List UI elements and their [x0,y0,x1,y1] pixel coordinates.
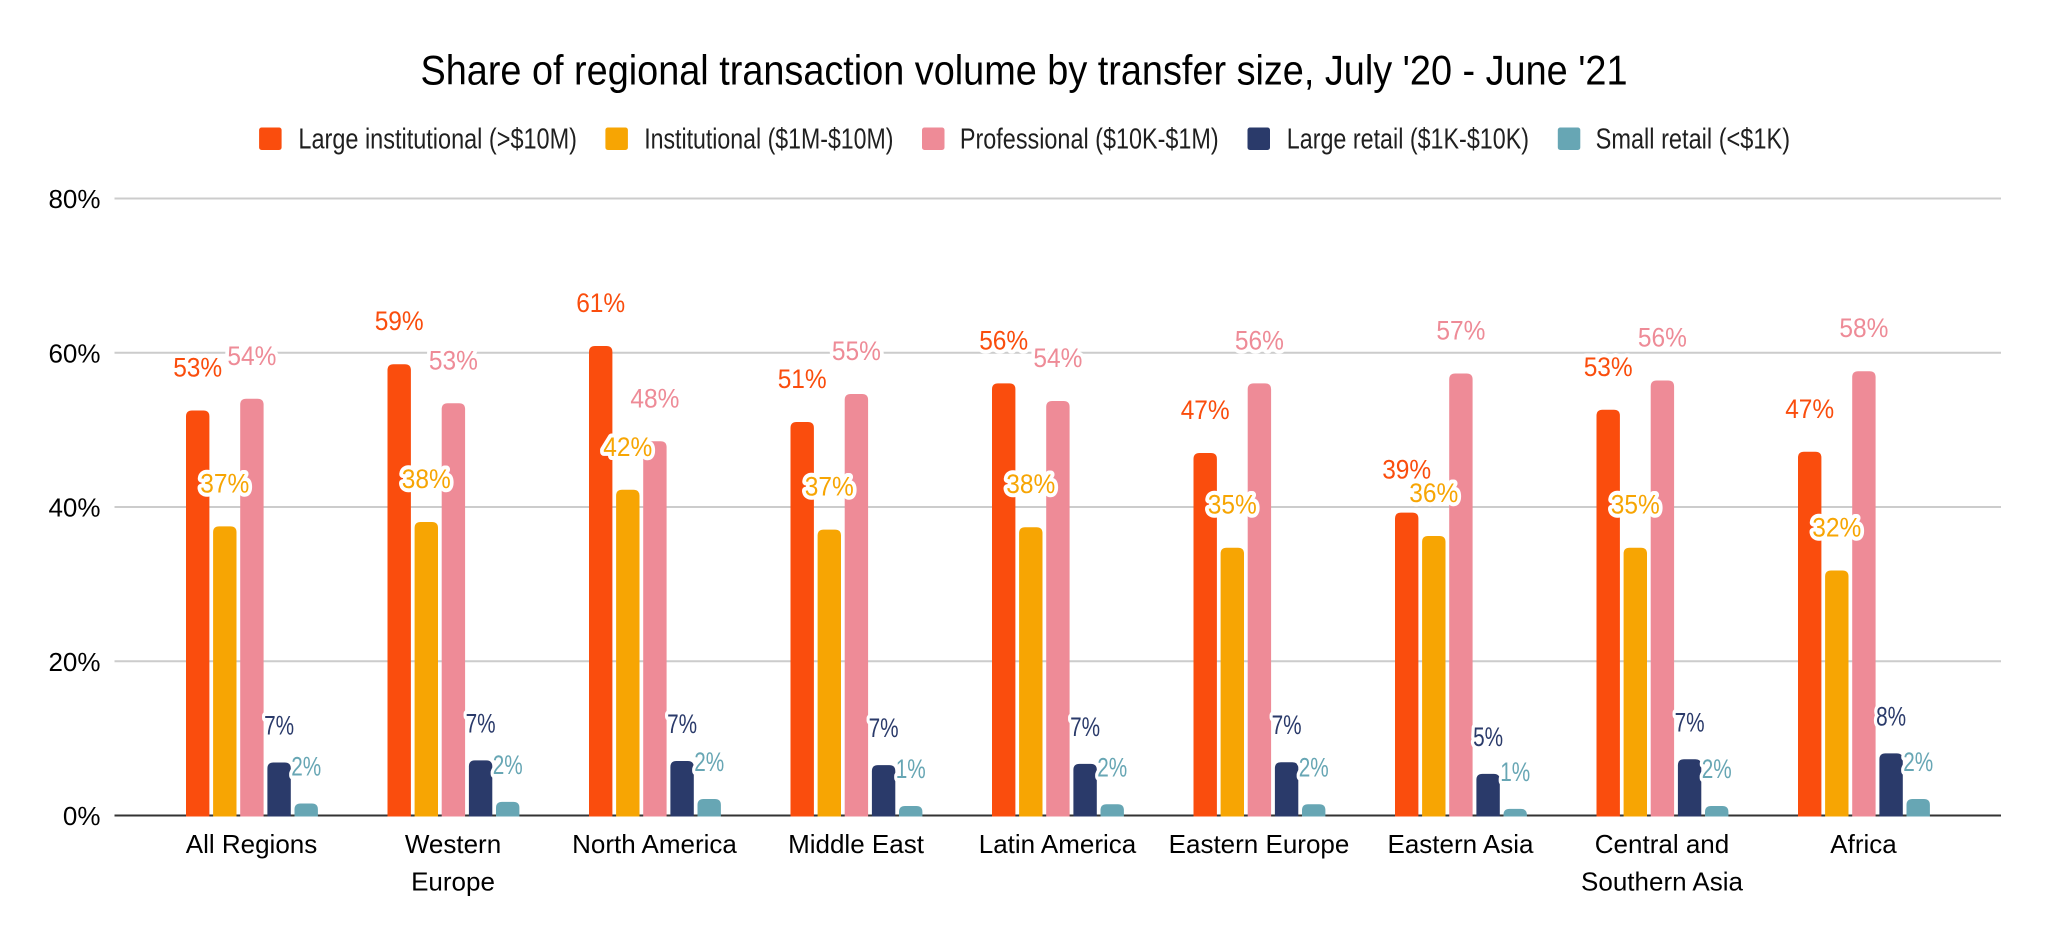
svg-text:48%: 48% [630,383,679,413]
svg-text:36%: 36% [1409,478,1458,508]
svg-text:47%: 47% [1181,395,1230,425]
svg-text:2%: 2% [1299,752,1329,782]
svg-text:38%: 38% [402,464,451,494]
svg-text:39%: 39% [1382,455,1431,485]
svg-text:53%: 53% [1584,352,1633,382]
svg-text:7%: 7% [1070,712,1100,742]
svg-text:2%: 2% [1097,752,1127,782]
svg-text:Central and: Central and [1595,829,1729,859]
svg-text:7%: 7% [869,713,899,743]
svg-text:2%: 2% [493,750,523,780]
svg-text:Latin America: Latin America [979,829,1137,859]
svg-text:Large institutional (>$10M): Large institutional (>$10M) [298,124,577,156]
svg-text:7%: 7% [1675,707,1705,737]
svg-text:56%: 56% [979,325,1028,355]
svg-text:Africa: Africa [1830,829,1897,859]
svg-text:32%: 32% [1812,513,1861,543]
svg-text:5%: 5% [1473,722,1503,752]
svg-text:2%: 2% [1903,747,1933,777]
svg-text:40%: 40% [48,493,100,523]
svg-text:All Regions: All Regions [186,829,318,859]
svg-text:Middle East: Middle East [788,829,925,859]
svg-text:55%: 55% [832,336,881,366]
svg-text:Professional ($10K-$1M): Professional ($10K-$1M) [960,124,1219,156]
svg-text:42%: 42% [603,432,652,462]
svg-text:61%: 61% [576,288,625,318]
svg-text:37%: 37% [200,468,249,498]
svg-text:2%: 2% [291,752,321,782]
svg-text:Southern Asia: Southern Asia [1581,867,1743,897]
svg-text:2%: 2% [1702,754,1732,784]
svg-text:53%: 53% [429,345,478,375]
svg-text:38%: 38% [1006,469,1055,499]
svg-text:37%: 37% [805,472,854,502]
svg-text:47%: 47% [1785,394,1834,424]
svg-text:53%: 53% [173,353,222,383]
svg-text:North America: North America [572,829,737,859]
svg-text:7%: 7% [667,709,697,739]
svg-text:0%: 0% [63,801,101,831]
svg-text:Share of regional transaction: Share of regional transaction volume by … [421,47,1628,94]
svg-text:7%: 7% [466,708,496,738]
svg-text:20%: 20% [48,647,100,677]
svg-text:Eastern Europe: Eastern Europe [1169,829,1350,859]
svg-text:35%: 35% [1208,490,1257,520]
svg-text:1%: 1% [896,754,926,784]
svg-text:8%: 8% [1876,701,1906,731]
svg-text:54%: 54% [227,341,276,371]
svg-text:2%: 2% [694,747,724,777]
svg-text:57%: 57% [1436,316,1485,346]
svg-text:35%: 35% [1611,490,1660,520]
svg-text:1%: 1% [1500,757,1530,787]
svg-text:Western: Western [405,829,501,859]
svg-text:Large retail ($1K-$10K): Large retail ($1K-$10K) [1287,124,1529,156]
svg-text:59%: 59% [375,306,424,336]
svg-text:Europe: Europe [411,867,495,897]
svg-text:7%: 7% [1272,710,1302,740]
svg-text:54%: 54% [1033,343,1082,373]
svg-text:Eastern Asia: Eastern Asia [1388,829,1535,859]
svg-text:60%: 60% [48,338,100,368]
svg-text:Small retail (<$1K): Small retail (<$1K) [1596,124,1791,156]
svg-text:Institutional ($1M-$10M): Institutional ($1M-$10M) [644,124,893,156]
svg-text:80%: 80% [48,184,100,214]
svg-text:51%: 51% [778,364,827,394]
svg-text:56%: 56% [1638,323,1687,353]
svg-text:7%: 7% [264,711,294,741]
svg-text:56%: 56% [1235,325,1284,355]
svg-text:58%: 58% [1839,313,1888,343]
